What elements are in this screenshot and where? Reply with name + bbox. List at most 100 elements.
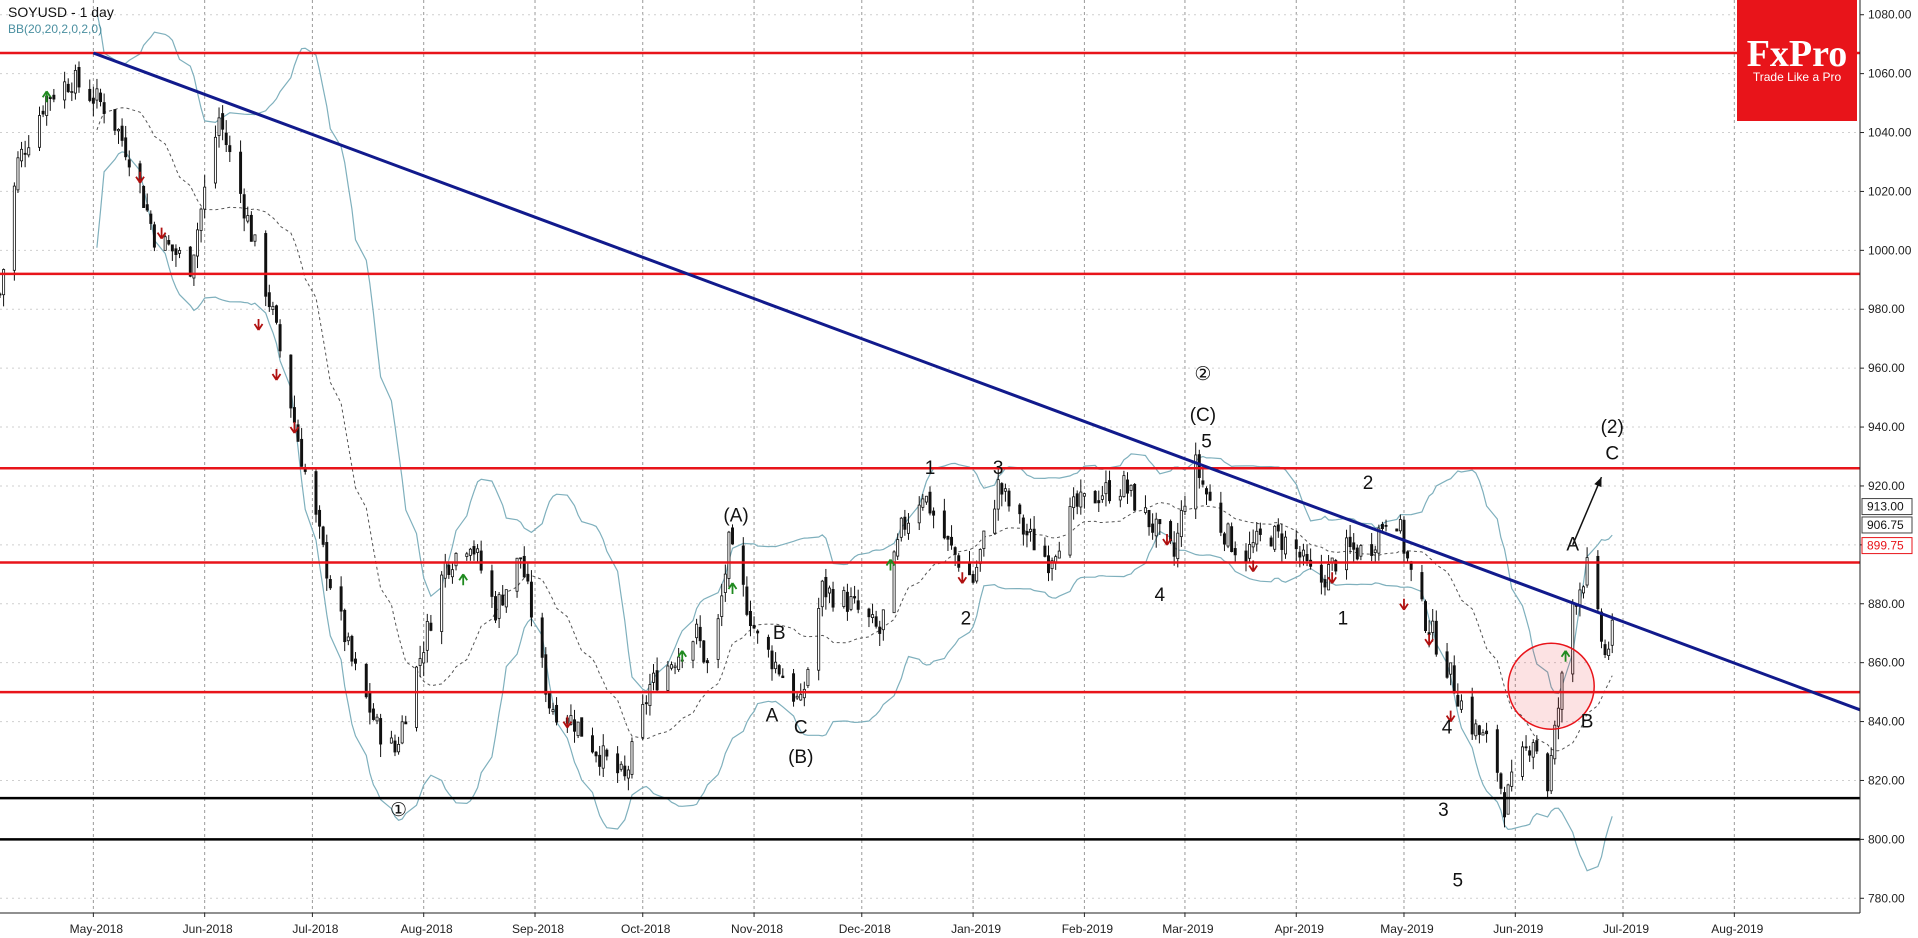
bearish-arrow-icon — [289, 422, 300, 434]
candle-body — [454, 552, 458, 567]
bullish-arrow-icon — [885, 558, 896, 571]
y-tick-label: 780.00 — [1868, 891, 1905, 905]
candle-body — [16, 157, 20, 191]
candle-body — [648, 684, 652, 706]
candle-body — [1585, 557, 1589, 586]
candle-body — [867, 608, 871, 618]
candle-body — [224, 132, 228, 146]
wave-label: 3 — [993, 458, 1004, 479]
candle-body — [167, 240, 171, 245]
candle-body — [468, 548, 472, 556]
candle-body — [1578, 589, 1582, 607]
candle-body — [1445, 651, 1449, 678]
candle-body — [921, 498, 925, 508]
candle-body — [38, 115, 41, 148]
candle-body — [1251, 542, 1255, 548]
candle-body — [375, 716, 379, 722]
candle-body — [479, 550, 483, 571]
candle-body — [601, 745, 605, 769]
candle-body — [192, 254, 196, 279]
candle-body — [120, 125, 124, 141]
candle-body — [748, 610, 752, 627]
candle-body — [705, 660, 709, 664]
candle-body — [666, 665, 670, 691]
candle-body — [314, 471, 318, 515]
brand-logo: FxPro Trade Like a Pro — [1737, 0, 1857, 121]
candle-body — [741, 545, 745, 585]
candle-body — [903, 516, 907, 530]
candle-body — [626, 769, 630, 779]
bearish-arrow-icon — [562, 716, 573, 729]
candle-body — [727, 531, 731, 579]
candle-body — [982, 530, 986, 549]
candle-body — [102, 102, 106, 114]
candle-body — [371, 708, 375, 720]
candle-body — [253, 234, 257, 242]
candle-body — [1032, 528, 1036, 551]
bullish-arrow-icon — [1560, 650, 1571, 662]
candle-body — [1398, 519, 1402, 532]
wave-label: B — [1581, 711, 1594, 732]
candle-body — [1549, 755, 1553, 792]
candle-body — [576, 721, 580, 737]
candle-body — [1205, 488, 1208, 495]
bearish-arrow-icon — [156, 227, 167, 240]
candle-body — [271, 305, 275, 310]
x-tick-label: Apr-2019 — [1275, 922, 1325, 936]
bearish-arrow-icon — [1399, 598, 1409, 611]
candle-body — [228, 145, 232, 153]
candle-body — [1029, 528, 1033, 532]
candle-body — [720, 595, 724, 617]
candle-body — [1301, 549, 1305, 557]
candle-body — [856, 600, 860, 610]
candle-body — [389, 737, 393, 744]
bollinger-bands — [96, 11, 1613, 872]
candle-body — [1118, 495, 1122, 501]
candle-body — [781, 675, 785, 679]
forecast-arrow-shaft — [1572, 476, 1603, 546]
logo-tagline: Trade Like a Pro — [1753, 70, 1842, 84]
wave-label: 4 — [1442, 717, 1453, 738]
candle-body — [1424, 601, 1427, 632]
candle-body — [2, 269, 6, 296]
candle-body — [170, 244, 174, 252]
candle-body — [1183, 505, 1187, 512]
candle-body — [644, 702, 648, 705]
candle-body — [1093, 490, 1097, 504]
candle-body — [770, 650, 774, 670]
candle-body — [239, 151, 243, 194]
candle-body — [953, 547, 957, 555]
x-tick-label: Jan-2019 — [951, 922, 1001, 936]
candle-body — [590, 735, 594, 753]
candle-body — [242, 194, 246, 219]
wave-label: 1 — [1338, 608, 1349, 629]
wave-label: ② — [1194, 364, 1211, 385]
candle-body — [476, 548, 480, 553]
candle-body — [1018, 504, 1022, 515]
candle-body — [1528, 750, 1532, 756]
candle-body — [1126, 479, 1129, 494]
y-tick-label: 800.00 — [1868, 832, 1905, 846]
candle-body — [1377, 527, 1381, 554]
candle-body — [450, 569, 454, 578]
candle-body — [849, 596, 853, 610]
bollinger-middle — [96, 107, 1613, 752]
candle-body — [522, 555, 526, 578]
wave-label: 1 — [925, 458, 936, 479]
candle-body — [752, 624, 756, 629]
candle-body — [1370, 544, 1374, 556]
wave-label: ① — [390, 800, 407, 821]
wave-label: (C) — [1190, 405, 1216, 426]
candle-body — [1284, 536, 1287, 555]
candle-body — [292, 407, 296, 423]
grid — [0, 0, 1860, 913]
bearish-arrow-icon — [1424, 634, 1434, 646]
candle-body — [723, 573, 727, 593]
candle-body — [1176, 532, 1180, 560]
candle-body — [932, 510, 936, 516]
wave-label: C — [1605, 443, 1619, 464]
candle-body — [519, 557, 523, 560]
candle-body — [418, 658, 422, 666]
candle-body — [321, 526, 325, 545]
